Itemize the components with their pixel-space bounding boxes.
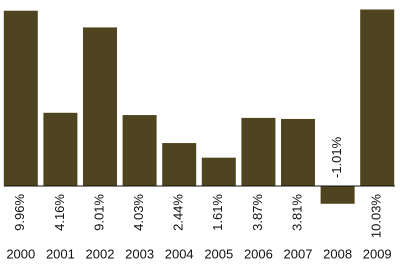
bar: [360, 9, 395, 186]
value-label: 2.44%: [171, 194, 186, 231]
value-label: 9.96%: [12, 194, 27, 231]
value-label: 3.81%: [289, 194, 304, 231]
x-tick-label: 2008: [323, 246, 352, 261]
value-label: 3.87%: [250, 194, 265, 231]
x-tick-label: 2004: [165, 246, 194, 261]
value-label: 10.03%: [369, 194, 384, 239]
bar: [281, 118, 315, 186]
x-tick-label: 2001: [46, 246, 75, 261]
bar: [201, 157, 236, 186]
bar: [43, 112, 78, 186]
bar: [122, 115, 157, 186]
value-label: -1.01%: [329, 136, 344, 178]
bar: [320, 186, 355, 204]
x-tick-label: 2000: [6, 246, 35, 261]
x-tick-label: 2003: [125, 246, 154, 261]
bar: [162, 143, 197, 186]
x-tick-label: 2005: [204, 246, 233, 261]
value-label: 1.61%: [210, 194, 225, 231]
x-tick-label: 2007: [284, 246, 313, 261]
value-label: 4.16%: [52, 194, 67, 231]
bar: [241, 117, 276, 186]
x-tick-label: 2006: [244, 246, 273, 261]
value-label: 4.03%: [131, 194, 146, 231]
bar: [83, 27, 117, 187]
x-tick-label: 2002: [86, 246, 115, 261]
value-label: 9.01%: [91, 194, 106, 231]
x-tick-label: 2009: [363, 246, 392, 261]
bar: [3, 10, 38, 187]
